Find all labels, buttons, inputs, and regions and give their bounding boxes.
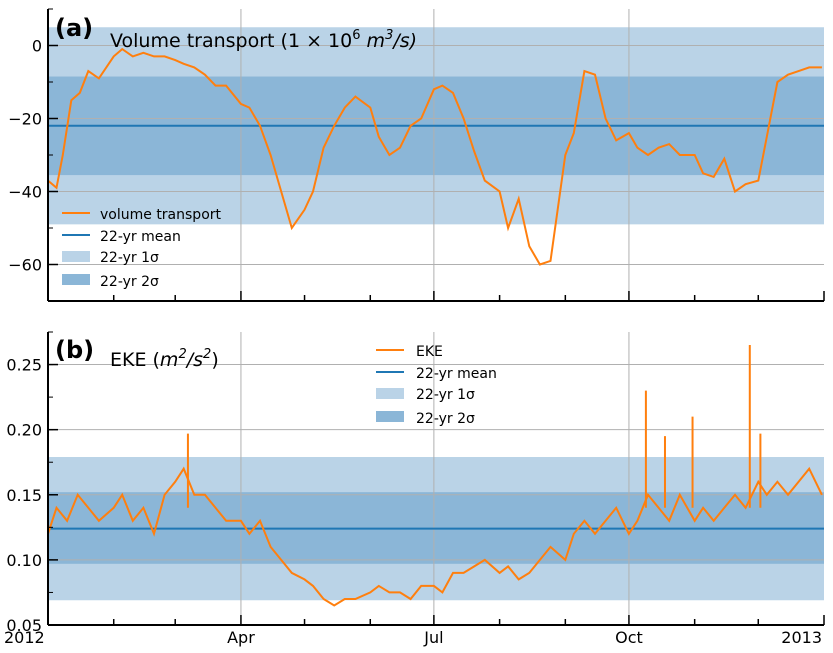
y-tick-label-b: 0.10 <box>6 551 42 570</box>
legend-swatch-1sigma-b <box>376 388 404 399</box>
legend-label-series-b: EKE <box>416 344 443 360</box>
x-tick-label: Oct <box>615 628 643 647</box>
legend-a: volume transport 22-yr mean 22-yr 1σ 22-… <box>62 207 222 290</box>
axes-b <box>47 331 825 626</box>
legend-label-1sigma-a: 22-yr 1σ <box>100 250 159 266</box>
y-tick-labels-b: 0.05 0.10 0.15 0.20 0.25 <box>6 356 42 635</box>
legend-b: EKE 22-yr mean 22-yr 1σ 22-yr 2σ <box>376 344 497 427</box>
x-tick-label: Jul <box>423 628 443 647</box>
x-tick-label: Apr <box>227 628 255 647</box>
y-tick-label-a: −40 <box>8 183 42 202</box>
legend-label-1sigma-b: 22-yr 1σ <box>416 387 475 403</box>
panel-letter-b: (b) <box>55 336 94 364</box>
y-tick-label-b: 0.20 <box>6 421 42 440</box>
y-tick-label-b: 0.15 <box>6 486 42 505</box>
legend-label-2sigma-a: 22-yr 2σ <box>100 274 159 290</box>
axes-a <box>47 8 825 302</box>
panel-b: 0.05 0.10 0.15 0.20 0.25 2012 Apr Jul Oct 2013 (… <box>4 331 825 647</box>
y-tick-label-a: −60 <box>8 256 42 275</box>
x-tick-label: 2012 <box>4 628 45 647</box>
y-tick-label-b: 0.05 <box>6 616 42 635</box>
legend-label-mean-a: 22-yr mean <box>100 229 181 245</box>
y-tick-label-a: 0 <box>32 37 42 56</box>
panel-a: 0 −20 −40 −60 (a) Volume transport (1 × 106… <box>8 8 825 302</box>
gridlines-a <box>48 9 824 301</box>
volume-transport-line <box>47 47 822 266</box>
legend-label-series-a: volume transport <box>100 207 222 223</box>
eke-line <box>47 466 823 607</box>
legend-swatch-2sigma-a <box>62 274 90 285</box>
panel-title-a: Volume transport (1 × 106 m3/s) <box>110 28 417 52</box>
legend-swatch-2sigma-b <box>376 411 404 422</box>
y-tick-labels-a: 0 −20 −40 −60 <box>8 37 42 275</box>
y-tick-label-b: 0.25 <box>6 356 42 375</box>
legend-label-mean-b: 22-yr mean <box>416 366 497 382</box>
x-tick-label: 2013 <box>781 628 822 647</box>
panel-letter-a: (a) <box>55 14 93 42</box>
panel-title-b: EKE (m2/s2) <box>110 347 219 371</box>
y-tick-label-a: −20 <box>8 110 42 129</box>
x-tick-labels: 2012 Apr Jul Oct 2013 <box>4 628 822 647</box>
eke-spikes <box>186 345 762 508</box>
legend-label-2sigma-b: 22-yr 2σ <box>416 411 475 427</box>
legend-swatch-1sigma-a <box>62 251 90 262</box>
